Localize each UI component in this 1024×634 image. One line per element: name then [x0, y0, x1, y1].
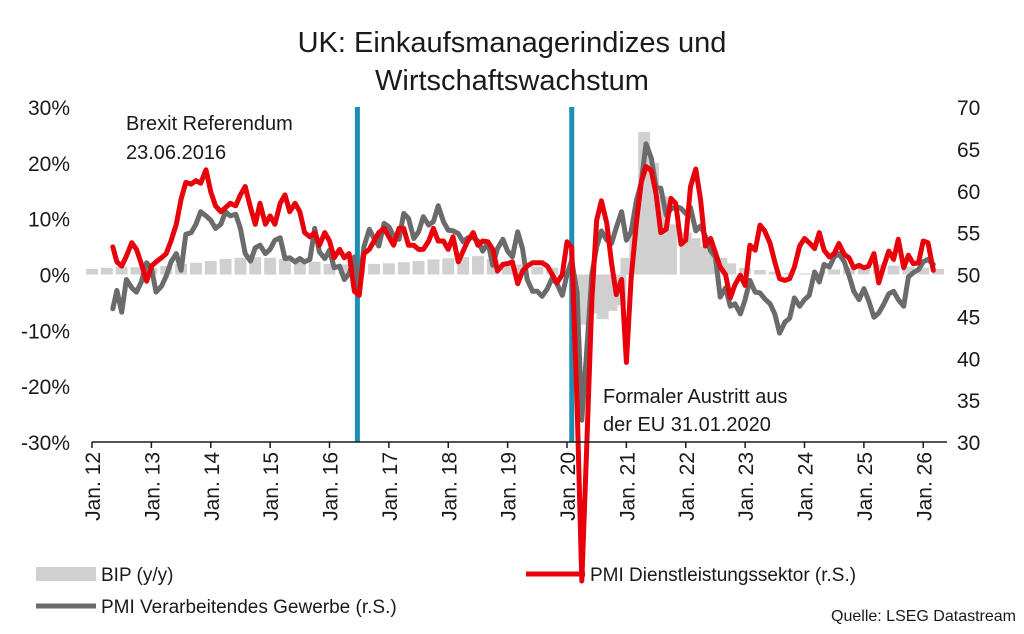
gdp-bar-17 [338, 264, 351, 275]
y-right-tick-8: 70 [957, 97, 980, 120]
y-axis-right: 30 35 40 45 50 55 60 65 70 [957, 97, 980, 455]
gdp-bar-44 [665, 224, 677, 275]
x-tick-label-7: Jan. 19 [498, 452, 521, 521]
gdp-bar-7 [190, 262, 202, 275]
gdp-bar-61 [887, 265, 900, 275]
gdp-bar-62 [902, 266, 915, 275]
gdp-bar-1 [100, 267, 113, 275]
gdp-bar-14 [293, 260, 306, 275]
gdp-bar-36 [596, 274, 609, 320]
gdp-bar-57 [828, 269, 841, 275]
x-tick-label-13: Jan. 25 [854, 452, 877, 521]
annotation-brexit-line-2: 23.06.2016 [126, 142, 226, 164]
gdp-bar-45 [679, 232, 692, 275]
gdp-bar-15 [308, 261, 321, 275]
y-right-tick-0: 30 [957, 432, 980, 455]
x-tick-label-2: Jan. 14 [201, 452, 224, 521]
gdp-bar-21 [397, 262, 410, 275]
x-axis-ticks: Jan. 12 Jan. 13 Jan. 14 Jan. 15 Jan. 16 Jan. … [82, 442, 936, 521]
series-line-2 [110, 141, 936, 423]
y-left-tick-5: 20% [28, 153, 70, 176]
gdp-bar-50 [724, 263, 737, 275]
source-note: Quelle: LSEG Datastream [831, 608, 1016, 625]
gdp-bar-20 [382, 263, 395, 275]
x-tick-label-3: Jan. 15 [260, 452, 283, 521]
gdp-bar-19 [368, 263, 380, 275]
x-tick-label-14: Jan. 26 [913, 452, 936, 521]
gdp-bar-34 [578, 274, 591, 325]
gdp-bar-43 [656, 196, 668, 275]
gdp-bar-39 [620, 257, 633, 275]
gdp-bar-13 [279, 258, 291, 275]
legend-swatch-gdp [36, 567, 96, 581]
gdp-bar-55 [798, 273, 811, 275]
y-right-tick-5: 55 [957, 223, 980, 246]
annotation-exit-line-1: Formaler Austritt aus [603, 386, 788, 408]
legend-label-manufacturing: PMI Verarbeitendes Gewerbe (r.S.) [101, 597, 397, 618]
y-left-tick-0: -30% [21, 432, 70, 455]
y-left-tick-2: -10% [21, 320, 70, 343]
gdp-bar-53 [768, 271, 781, 275]
gdp-bar-25 [457, 257, 470, 275]
gdp-bar-64 [932, 268, 945, 275]
chart-title-line-1: UK: Einkaufsmanagerindizes und [298, 27, 727, 59]
annotation-brexit-line-1: Brexit Referendum [126, 113, 293, 135]
gdp-bar-41 [638, 132, 651, 275]
gdp-bar-10 [234, 257, 247, 275]
x-tick-label-1: Jan. 13 [141, 452, 164, 521]
pmi-lines [110, 141, 936, 584]
chart-title-line-2: Wirtschaftswachstum [375, 65, 649, 97]
gdp-bar-46 [688, 238, 701, 275]
gdp-bar-52 [754, 270, 766, 275]
y-right-tick-6: 60 [957, 181, 980, 204]
gdp-bar-3 [130, 267, 143, 275]
legend-label-gdp: BIP (y/y) [101, 565, 174, 586]
gdp-bar-63 [917, 267, 930, 275]
y-right-tick-3: 45 [957, 306, 980, 329]
y-right-tick-7: 65 [957, 139, 980, 162]
legend-label-services: PMI Dienstleistungssektor (r.S.) [590, 565, 856, 586]
y-right-tick-2: 40 [957, 348, 980, 371]
y-left-tick-6: 30% [28, 97, 70, 120]
gdp-bar-23 [427, 259, 440, 275]
gdp-bar-11 [249, 257, 262, 275]
gdp-bar-42 [647, 162, 660, 275]
gdp-bar-26 [472, 256, 484, 275]
gdp-bar-37 [605, 274, 618, 311]
x-tick-label-4: Jan. 16 [320, 452, 343, 521]
x-tick-label-11: Jan. 23 [735, 452, 758, 521]
gdp-bar-9 [219, 258, 232, 275]
y-right-tick-1: 35 [957, 390, 980, 413]
gdp-bar-59 [857, 266, 870, 275]
series-line-1 [110, 164, 936, 584]
x-tick-label-9: Jan. 21 [616, 452, 639, 521]
y-left-tick-3: 0% [40, 265, 70, 288]
x-tick-label-10: Jan. 22 [676, 452, 699, 521]
gdp-bar-12 [264, 257, 277, 275]
y-left-tick-4: 10% [28, 209, 70, 232]
y-left-tick-1: -20% [21, 376, 70, 399]
x-tick-label-8: Jan. 20 [557, 452, 580, 521]
gdp-bar-8 [204, 261, 217, 275]
gdp-bar-28 [501, 262, 514, 275]
x-tick-label-0: Jan. 12 [82, 452, 105, 521]
gdp-bar-0 [86, 268, 98, 275]
gdp-bar-22 [412, 261, 425, 275]
y-right-tick-4: 50 [957, 265, 980, 288]
y-axis-left: -30% -20% -10% 0% 10% 20% 30% [21, 97, 70, 455]
gdp-bar-30 [531, 266, 544, 275]
x-tick-label-6: Jan. 18 [438, 452, 461, 521]
x-tick-label-12: Jan. 24 [795, 452, 818, 521]
annotation-exit-line-2: der EU 31.01.2020 [603, 414, 771, 436]
gdp-bar-24 [442, 258, 455, 275]
gdp-bar-48 [706, 252, 719, 275]
gdp-bar-2 [115, 266, 128, 275]
x-tick-label-5: Jan. 17 [379, 452, 402, 521]
gdp-bar-16 [323, 263, 336, 275]
gdp-bar-47 [697, 246, 710, 275]
